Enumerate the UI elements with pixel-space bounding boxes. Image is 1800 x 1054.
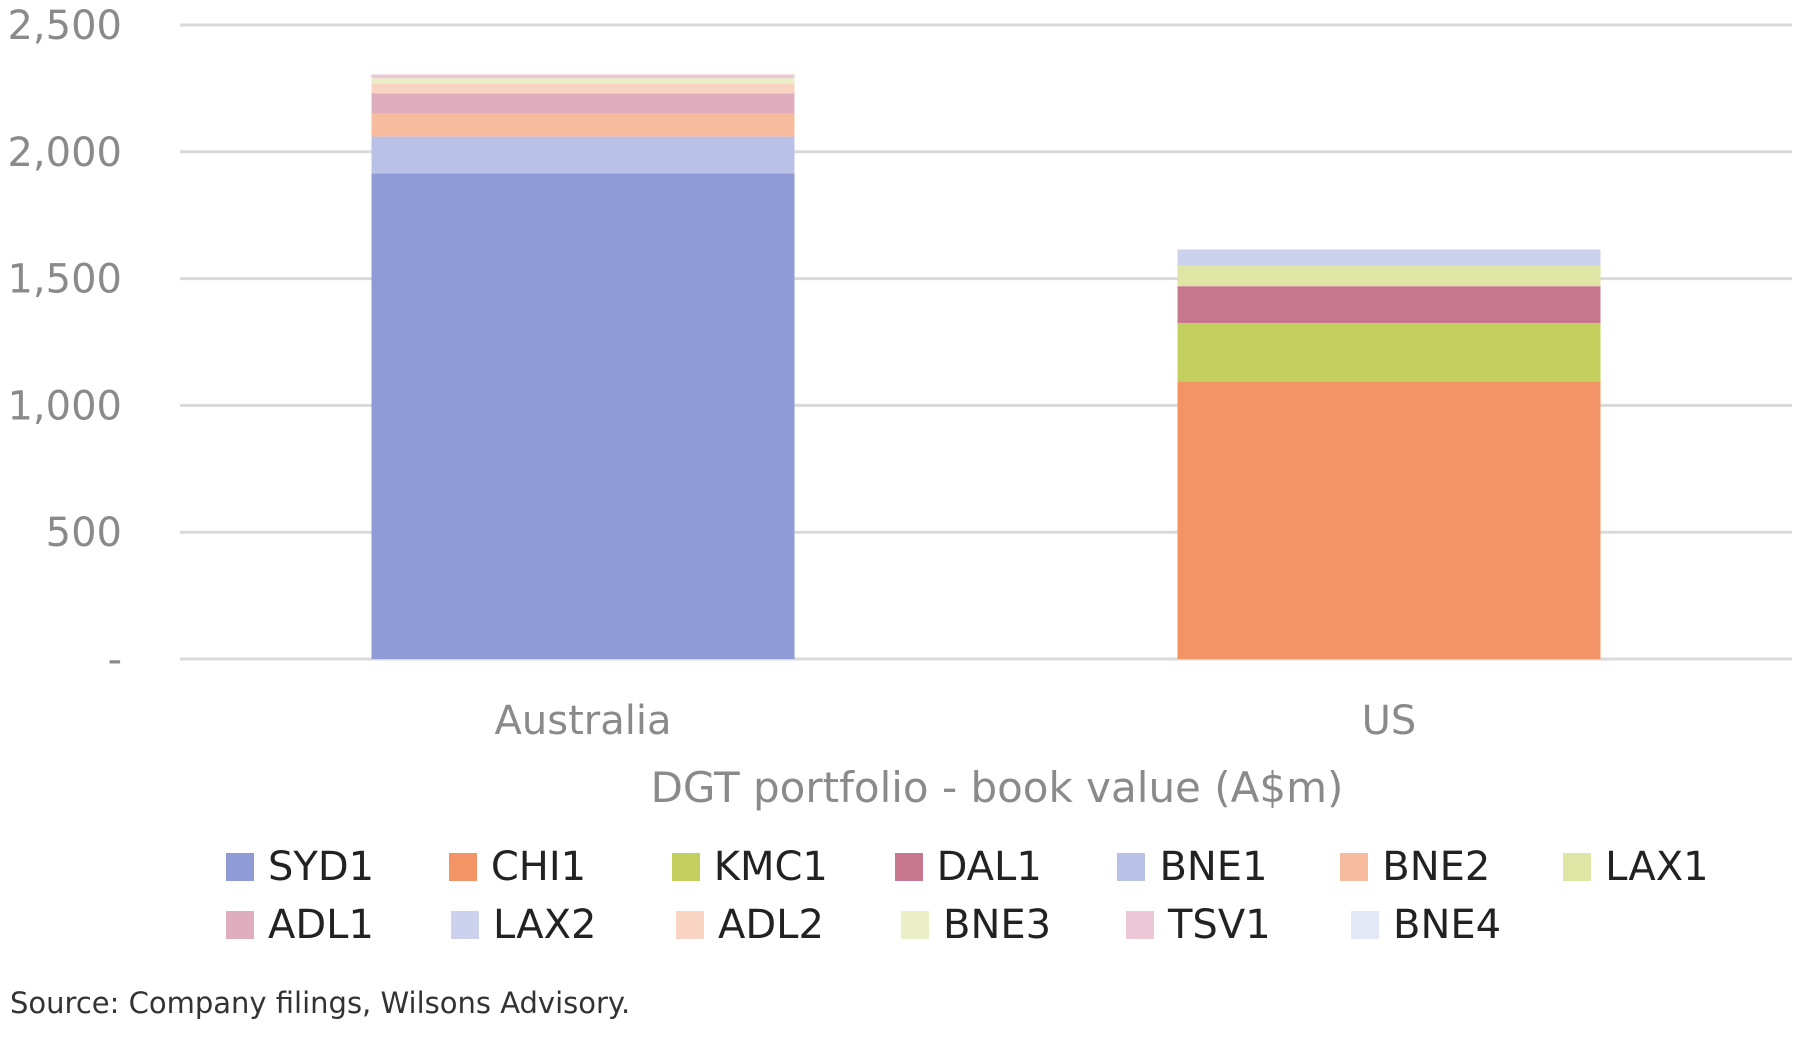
bar-segment-bne2-australia [371,113,795,137]
legend-item: CHI1 [448,844,672,890]
legend-row: SYD1 CHI1 KMC1 DAL1 BNE1 BNE2 LAX1 [226,838,1786,896]
y-axis-tick-labels: - 500 1,000 1,500 2,000 2,500 [7,3,122,683]
legend-item: LAX2 [451,902,676,948]
bar-segment-dal1-us [1177,286,1601,323]
legend-swatch [1563,853,1592,881]
bar-segment-tsv1-australia [371,74,795,79]
legend-swatch [451,911,479,939]
legend-swatch [676,911,704,939]
legend: SYD1 CHI1 KMC1 DAL1 BNE1 BNE2 LAX1 ADL1 LAX2 ADL2… [226,838,1786,954]
legend-swatch [894,853,923,881]
legend-swatch [448,853,477,881]
legend-item: ADL1 [226,902,451,948]
legend-swatch [1340,853,1369,881]
bar-segment-kmc1-us [1177,322,1601,382]
legend-item: TSV1 [1126,902,1351,948]
legend-label: ADL2 [718,902,824,948]
y-tick-label: 2,500 [7,3,122,49]
legend-label: ADL1 [268,902,374,948]
legend-label: LAX1 [1605,844,1709,890]
bar-segment-lax1-us [1177,265,1601,287]
legend-item: BNE1 [1117,844,1340,890]
legend-item: LAX1 [1563,844,1786,890]
legend-item: BNE4 [1351,902,1576,948]
legend-swatch [1126,911,1154,939]
legend-swatch [226,853,254,881]
bar-segment-syd1-australia [371,173,795,659]
legend-item: ADL2 [676,902,901,948]
bar-segment-bne3-australia [371,78,795,84]
bar-stacks [371,74,1601,659]
legend-label: BNE3 [943,902,1052,948]
legend-label: BNE2 [1382,844,1491,890]
x-axis-title: DGT portfolio - book value (A$m) [651,763,1344,812]
legend-swatch [226,911,254,939]
y-tick-label: 1,000 [7,383,122,429]
legend-item: SYD1 [226,844,449,890]
legend-label: CHI1 [490,844,587,890]
y-tick-label: - [108,637,122,683]
bar-segment-chi1-us [1177,381,1601,659]
x-tick-label: Australia [495,698,672,744]
stacked-bar-chart: - 500 1,000 1,500 2,000 2,500 Australia US DGT… [7,3,1792,812]
legend-item: KMC1 [671,844,895,890]
y-tick-label: 2,000 [7,130,122,176]
legend-label: TSV1 [1168,902,1271,948]
legend-item: BNE3 [901,902,1126,948]
legend-label: DAL1 [936,844,1042,890]
source-note: Source: Company filings, Wilsons Advisor… [10,986,631,1020]
legend-label: BNE1 [1159,844,1268,890]
y-tick-label: 1,500 [7,257,122,303]
bar-segment-lax2-us [1177,249,1601,266]
legend-label: KMC1 [713,844,828,890]
x-tick-label: US [1362,698,1417,744]
bar-segment-bne1-australia [371,136,795,174]
legend-label: LAX2 [493,902,597,948]
legend-label: BNE4 [1393,902,1502,948]
bar-segment-adl2-australia [371,83,795,94]
x-axis-category-labels: Australia US [495,698,1417,744]
bar-segment-adl1-australia [371,93,795,114]
legend-swatch [901,911,929,939]
legend-item: BNE2 [1340,844,1563,890]
legend-swatch [1117,853,1146,881]
legend-swatch [671,853,700,881]
legend-swatch [1351,911,1379,939]
legend-row: ADL1 LAX2 ADL2 BNE3 TSV1 BNE4 [226,896,1786,954]
y-tick-label: 500 [46,510,122,556]
legend-label: SYD1 [268,844,375,890]
legend-item: DAL1 [894,844,1118,890]
